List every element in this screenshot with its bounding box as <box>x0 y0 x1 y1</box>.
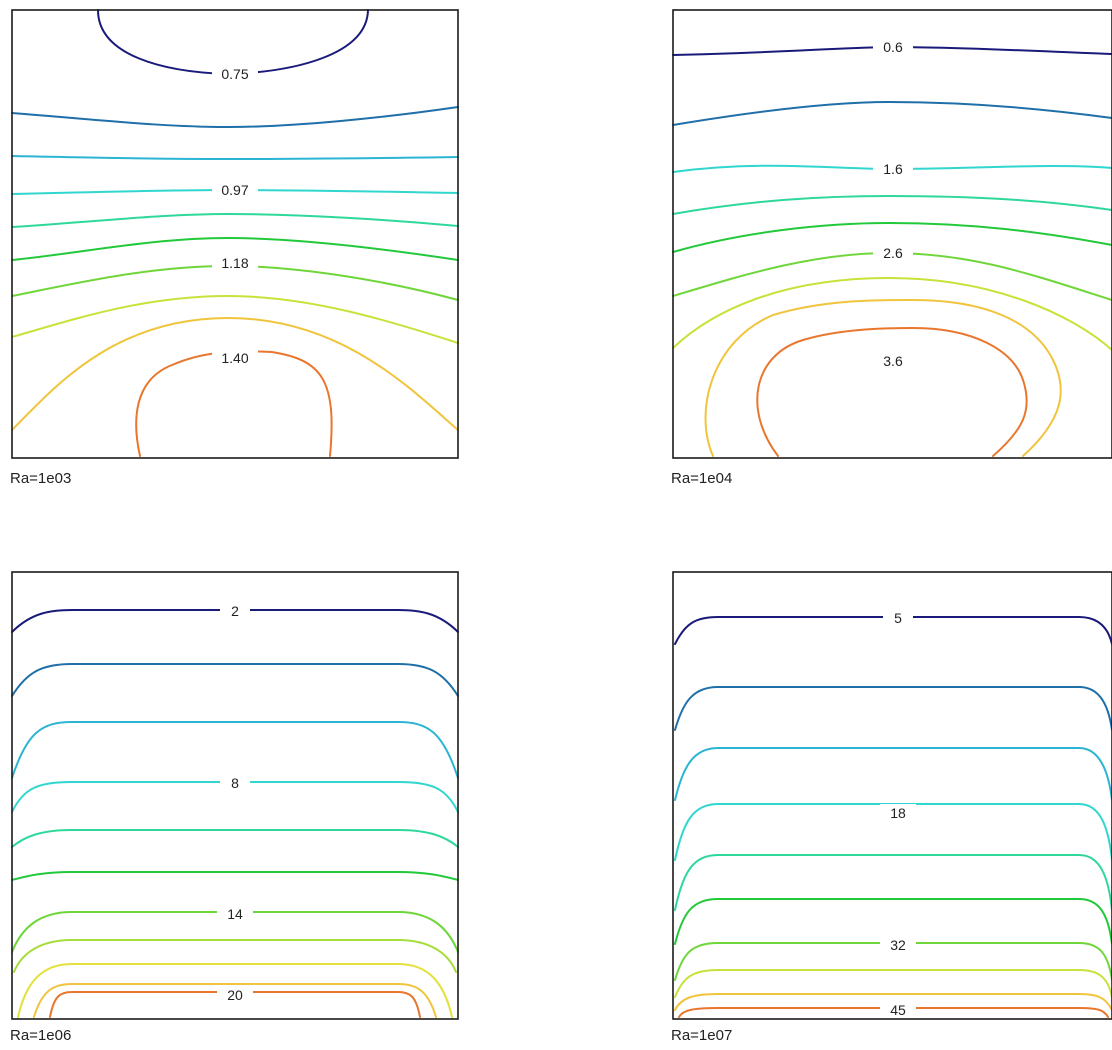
svg-text:1.40: 1.40 <box>221 350 248 366</box>
isoline-2 <box>672 101 1112 126</box>
svg-text:1.18: 1.18 <box>221 255 248 271</box>
svg-text:5: 5 <box>894 610 902 626</box>
svg-text:14: 14 <box>227 906 243 922</box>
panel-caption: Ra=1e06 <box>10 1027 72 1044</box>
plot-frame <box>672 571 1112 1020</box>
svg-text:32: 32 <box>890 937 906 953</box>
isoline-9 <box>11 317 459 431</box>
panel-ra-1e07: 5 18 32 45 Ra=1e07 <box>671 571 1112 1050</box>
svg-text:18: 18 <box>890 805 906 821</box>
isoline-8 <box>704 299 1062 457</box>
isoline-1 <box>97 9 369 75</box>
isoline-5 <box>672 222 1112 253</box>
isoline-7 <box>674 942 1112 981</box>
contour-label-2: 2 <box>220 602 250 620</box>
panel-ra-1e06: 2 8 14 20 Ra=1e06 <box>10 571 459 1050</box>
contour-label-14: 14 <box>217 905 253 923</box>
svg-text:3.6: 3.6 <box>883 353 903 369</box>
contour-label-0.97: 0.97 <box>212 181 258 199</box>
contour-label-18: 18 <box>880 804 916 822</box>
plot-frame <box>672 9 1112 459</box>
isoline-5 <box>11 213 459 228</box>
plot-frame <box>11 571 459 1020</box>
isoline-6 <box>11 237 459 261</box>
panel-caption: Ra=1e03 <box>10 470 72 487</box>
isoline-6 <box>11 871 459 881</box>
contour-label-45: 45 <box>880 1001 916 1018</box>
isoline-10 <box>823 362 968 430</box>
isoline-9 <box>17 963 453 1018</box>
panel-caption: Ra=1e04 <box>671 470 733 487</box>
isoline-5 <box>11 829 459 848</box>
svg-text:0.97: 0.97 <box>221 182 248 198</box>
contour-label-1.18: 1.18 <box>212 254 258 272</box>
svg-text:0.6: 0.6 <box>883 39 903 55</box>
contour-label-0.75: 0.75 <box>212 65 258 83</box>
isoline-2 <box>11 663 459 697</box>
svg-text:2: 2 <box>231 603 239 619</box>
isoline-9 <box>756 327 1028 457</box>
contour-plot-ra-1e04: 0.6 1.6 2.6 3.6 <box>672 9 1112 459</box>
isoline-9 <box>674 993 1112 1011</box>
isoline-7 <box>672 277 1112 351</box>
panel-ra-1e04: 0.6 1.6 2.6 3.6 Ra=1e04 <box>671 9 1112 500</box>
isoline-2 <box>674 686 1112 731</box>
svg-text:0.75: 0.75 <box>221 66 248 82</box>
isoline-10 <box>135 350 333 457</box>
panel-caption: Ra=1e07 <box>671 1027 733 1044</box>
panel-ra-1e03: 0.75 0.97 1.18 1.40 Ra=1e03 <box>10 9 459 500</box>
contour-label-8: 8 <box>220 774 250 792</box>
svg-text:8: 8 <box>231 775 239 791</box>
isoline-4 <box>672 195 1112 215</box>
svg-text:1.6: 1.6 <box>883 161 903 177</box>
contour-plot-ra-1e06: 2 8 14 20 <box>11 571 459 1020</box>
isoline-6 <box>674 898 1112 945</box>
isoline-8 <box>13 939 457 973</box>
contour-plot-ra-1e03: 0.75 0.97 1.18 1.40 <box>11 9 459 459</box>
contour-label-1.6: 1.6 <box>873 160 913 178</box>
isoline-2 <box>11 106 459 128</box>
isoline-8 <box>674 969 1112 998</box>
svg-text:45: 45 <box>890 1002 906 1018</box>
isoline-10 <box>33 983 437 1018</box>
contour-label-5: 5 <box>883 609 913 627</box>
isoline-3 <box>11 721 459 779</box>
isoline-3 <box>11 155 459 160</box>
svg-text:2.6: 2.6 <box>883 245 903 261</box>
svg-text:20: 20 <box>227 987 243 1003</box>
contour-plot-ra-1e07: 5 18 32 45 <box>672 571 1112 1020</box>
contour-label-20: 20 <box>217 986 253 1004</box>
isoline-3 <box>674 747 1112 801</box>
isoline-8 <box>11 295 459 344</box>
contour-label-32: 32 <box>880 936 916 954</box>
contour-label-3.6: 3.6 <box>873 352 913 370</box>
contour-label-1.40: 1.40 <box>212 349 258 367</box>
plot-frame <box>11 9 459 459</box>
contour-label-0.6: 0.6 <box>873 38 913 56</box>
contour-label-2.6: 2.6 <box>873 244 913 262</box>
isoline-4 <box>674 803 1112 861</box>
isoline-5 <box>674 854 1112 911</box>
